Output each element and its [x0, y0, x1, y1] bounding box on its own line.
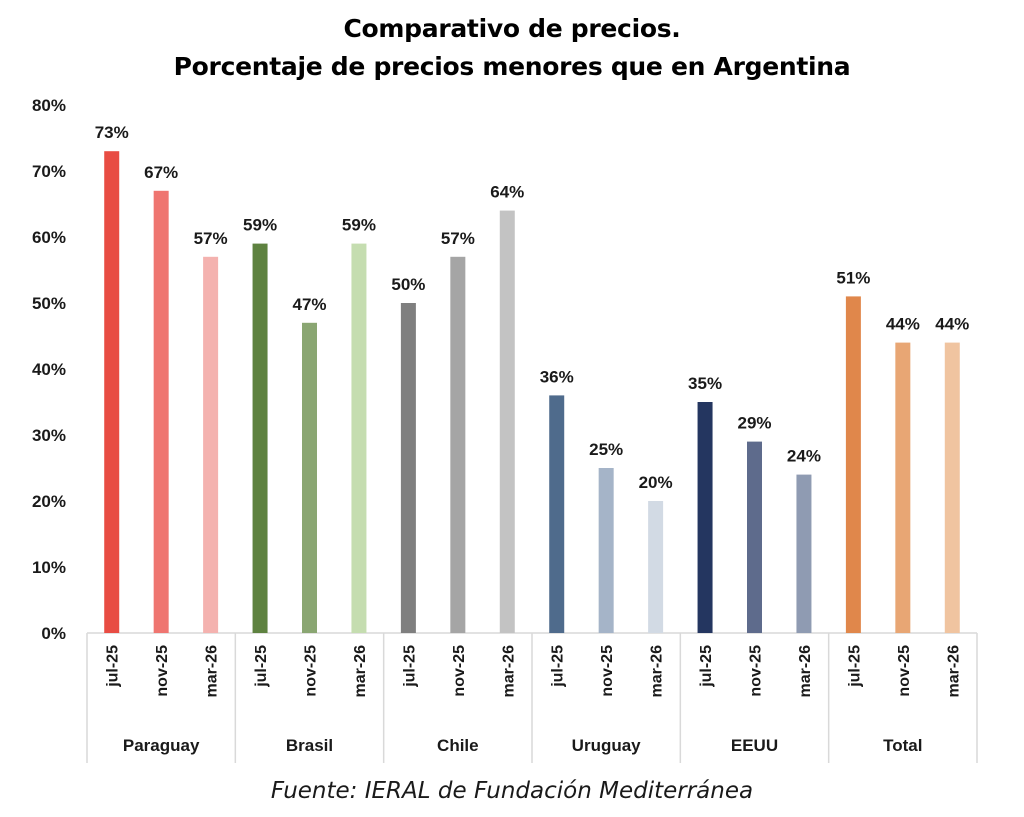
group-label: EEUU — [731, 736, 778, 755]
x-tick-label: jul-25 — [253, 645, 270, 688]
x-tick-label: mar-26 — [500, 645, 517, 698]
y-tick-label: 0% — [41, 624, 66, 643]
bar — [252, 243, 268, 633]
chart-subtitle: Porcentaje de precios menores que en Arg… — [173, 52, 851, 81]
x-tick-label: mar-26 — [352, 645, 369, 698]
data-label: 64% — [490, 183, 524, 202]
x-tick-label: jul-25 — [105, 645, 122, 688]
y-tick-label: 50% — [32, 294, 66, 313]
bar — [944, 342, 960, 633]
x-tick-label: mar-26 — [945, 645, 962, 698]
bar — [302, 322, 317, 633]
data-label: 73% — [95, 123, 129, 142]
y-tick-label: 40% — [32, 360, 66, 379]
x-tick-label: nov-25 — [896, 645, 913, 697]
bar — [400, 303, 416, 633]
x-tick-label: mar-26 — [649, 645, 666, 698]
data-label: 59% — [342, 216, 376, 235]
x-tick-label: mar-26 — [204, 645, 221, 698]
bar — [598, 468, 614, 633]
data-label: 44% — [935, 315, 969, 334]
bar — [796, 474, 812, 633]
bar — [104, 151, 120, 633]
data-label: 57% — [441, 229, 475, 248]
y-tick-label: 20% — [32, 492, 66, 511]
data-label: 35% — [688, 374, 722, 393]
bar — [895, 342, 911, 633]
group-label: Paraguay — [123, 736, 200, 755]
source-note: Fuente: IERAL de Fundación Mediterránea — [270, 778, 754, 804]
bar — [845, 296, 861, 633]
data-label: 36% — [540, 367, 574, 386]
bar — [549, 395, 565, 633]
x-tick-label: nov-25 — [154, 645, 171, 697]
x-tick-label: jul-25 — [698, 645, 715, 688]
bar — [697, 402, 713, 633]
data-label: 44% — [886, 315, 920, 334]
x-tick-label: nov-25 — [451, 645, 468, 697]
data-label: 24% — [787, 447, 821, 466]
bar — [153, 190, 169, 634]
bar — [747, 441, 762, 633]
bar — [351, 243, 367, 633]
data-label: 59% — [243, 216, 277, 235]
x-tick-label: mar-26 — [797, 645, 814, 698]
bar — [203, 256, 219, 633]
y-tick-label: 80% — [32, 96, 66, 115]
data-label: 51% — [836, 268, 870, 287]
group-label: Total — [883, 736, 922, 755]
y-tick-label: 30% — [32, 426, 66, 445]
data-label: 67% — [144, 163, 178, 182]
x-tick-label: nov-25 — [599, 645, 616, 697]
y-tick-label: 10% — [32, 558, 66, 577]
y-tick-label: 70% — [32, 162, 66, 181]
chart-title: Comparativo de precios. — [343, 14, 681, 43]
group-label: Chile — [437, 736, 479, 755]
data-label: 50% — [391, 275, 425, 294]
data-label: 47% — [292, 295, 326, 314]
data-label: 29% — [737, 414, 771, 433]
data-label: 25% — [589, 440, 623, 459]
data-label: 57% — [194, 229, 228, 248]
y-tick-label: 60% — [32, 228, 66, 247]
bar — [499, 210, 515, 633]
data-label: 20% — [639, 473, 673, 492]
group-label: Uruguay — [572, 736, 642, 755]
bar — [648, 501, 664, 633]
x-tick-label: nov-25 — [748, 645, 765, 697]
group-label: Brasil — [286, 736, 333, 755]
x-tick-label: nov-25 — [303, 645, 320, 697]
x-tick-label: jul-25 — [401, 645, 418, 688]
bar — [450, 256, 466, 633]
x-tick-label: jul-25 — [846, 645, 863, 688]
x-tick-label: jul-25 — [550, 645, 567, 688]
